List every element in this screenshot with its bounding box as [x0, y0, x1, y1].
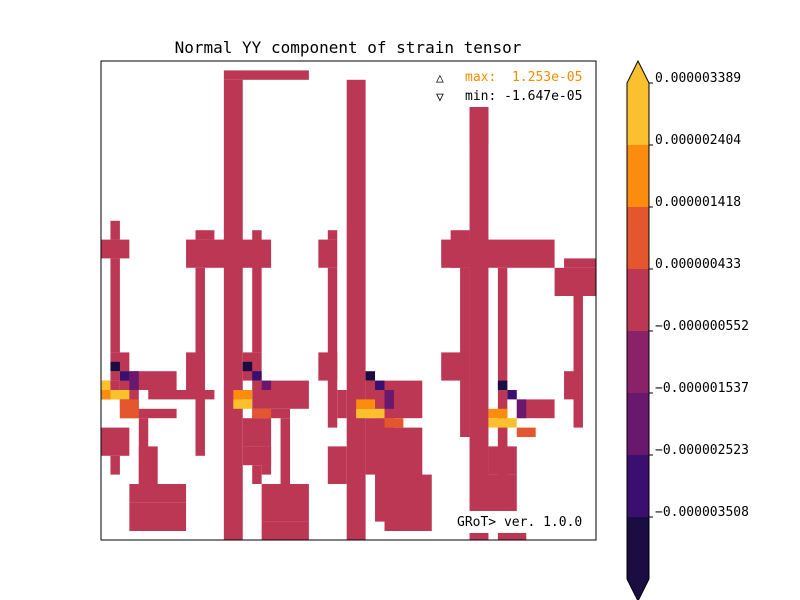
colorbar-segment	[627, 207, 649, 269]
heatmap-cells	[101, 70, 596, 541]
min-marker-icon: ▽	[436, 90, 444, 105]
heatmap-cell	[573, 296, 583, 428]
heatmap-cell	[564, 258, 596, 268]
annotation-box: △ max: 1.253e-05 ▽ min: -1.647e-05	[426, 67, 590, 107]
colorbar-segment	[627, 331, 649, 393]
heatmap-cell	[252, 380, 309, 409]
heatmap-cell	[252, 371, 262, 381]
heatmap-cell	[280, 418, 290, 513]
heatmap-cell	[318, 239, 338, 268]
heatmap-cell	[384, 418, 404, 428]
heatmap-cell	[223, 70, 309, 80]
heatmap-cell	[346, 79, 366, 541]
heatmap-cell	[564, 371, 583, 400]
plot-area	[100, 60, 597, 541]
heatmap-cell	[497, 531, 527, 540]
heatmap-cell	[261, 446, 272, 475]
colorbar-segment	[627, 269, 649, 331]
heatmap-cell	[365, 371, 376, 381]
version-label: GRoT> ver. 1.0.0	[457, 515, 582, 530]
heatmap-cell	[148, 390, 215, 400]
heatmap-cell	[101, 239, 130, 259]
colorbar-tick-label: 0.000001418	[655, 195, 741, 210]
heatmap-cell	[516, 399, 527, 419]
heatmap-cell	[441, 239, 555, 268]
heatmap-cell	[242, 361, 253, 372]
heatmap-cell	[337, 390, 347, 419]
heatmap-cell	[110, 361, 120, 372]
colorbar-segment	[627, 393, 649, 455]
heatmap-cell	[129, 502, 187, 531]
colorbar-tick-label: −0.000002523	[655, 443, 749, 458]
colorbar: 0.000003389 0.000002404 0.000001418 0.00000…	[626, 59, 749, 600]
heatmap-cell	[101, 427, 130, 456]
heatmap-cell	[129, 371, 139, 390]
heatmap-cell	[488, 408, 508, 419]
heatmap-cell	[261, 521, 309, 540]
plot-frame	[100, 60, 597, 541]
heatmap-cell	[488, 418, 517, 428]
chart-title: Normal YY component of strain tensor	[175, 38, 522, 57]
heatmap-cell	[119, 371, 130, 381]
heatmap-cell	[233, 390, 253, 400]
heatmap-cell	[252, 230, 262, 353]
heatmap-cell	[110, 371, 120, 381]
heatmap-cell	[252, 408, 272, 419]
heatmap-cell	[497, 267, 508, 447]
heatmap-cell	[233, 399, 253, 409]
heatmap-cell	[393, 474, 432, 531]
colorbar-tick-label: −0.000000552	[655, 319, 749, 334]
heatmap-cell	[327, 446, 347, 484]
colorbar-tick-label: −0.000001537	[655, 381, 749, 396]
heatmap-cell	[327, 267, 338, 428]
heatmap-cell	[110, 220, 120, 240]
heatmap-cell	[318, 352, 338, 381]
heatmap-cell	[356, 408, 385, 419]
heatmap-cell	[497, 380, 508, 390]
heatmap-cell	[554, 267, 596, 296]
colorbar-tick-label: 0.000000433	[655, 257, 741, 272]
heatmap-cell	[488, 446, 517, 475]
heatmap-cell	[261, 380, 272, 390]
heatmap-cell	[507, 390, 517, 400]
heatmap-cell	[327, 230, 338, 240]
heatmap-cell	[441, 352, 470, 381]
heatmap-cell	[375, 380, 385, 390]
heatmap-cell	[186, 352, 205, 390]
colorbar-tick-label: 0.000002404	[655, 133, 741, 148]
max-label: max: 1.253e-05	[465, 70, 582, 85]
colorbar-extend-top	[627, 61, 649, 83]
heatmap-cell	[119, 399, 139, 419]
heatmap-cell	[516, 427, 536, 437]
heatmap-cell	[242, 418, 272, 447]
heatmap-cell	[110, 258, 120, 353]
colorbar-segment	[627, 145, 649, 207]
heatmap-cell	[384, 390, 394, 409]
colorbar-segment	[627, 455, 649, 517]
heatmap-cell	[110, 455, 120, 475]
heatmap-cell	[469, 79, 489, 541]
heatmap-cell	[252, 465, 262, 484]
colorbar-segment	[627, 83, 649, 145]
heatmap-cell	[356, 399, 376, 409]
min-label: min: -1.647e-05	[465, 89, 582, 104]
heatmap-cell	[129, 484, 187, 503]
heatmap-cell	[261, 484, 309, 522]
heatmap-cell	[119, 408, 177, 419]
colorbar-tick-label: 0.000003389	[655, 71, 741, 86]
heatmap-cell	[195, 230, 215, 240]
colorbar-extend-bottom	[627, 579, 649, 600]
heatmap-cell	[110, 390, 130, 400]
colorbar-segment	[627, 517, 649, 579]
heatmap-cell	[223, 79, 243, 541]
max-marker-icon: △	[436, 71, 444, 86]
heatmap-cell	[138, 446, 158, 484]
heatmap-cell	[101, 380, 111, 390]
colorbar-tick-label: −0.000003508	[655, 505, 749, 520]
